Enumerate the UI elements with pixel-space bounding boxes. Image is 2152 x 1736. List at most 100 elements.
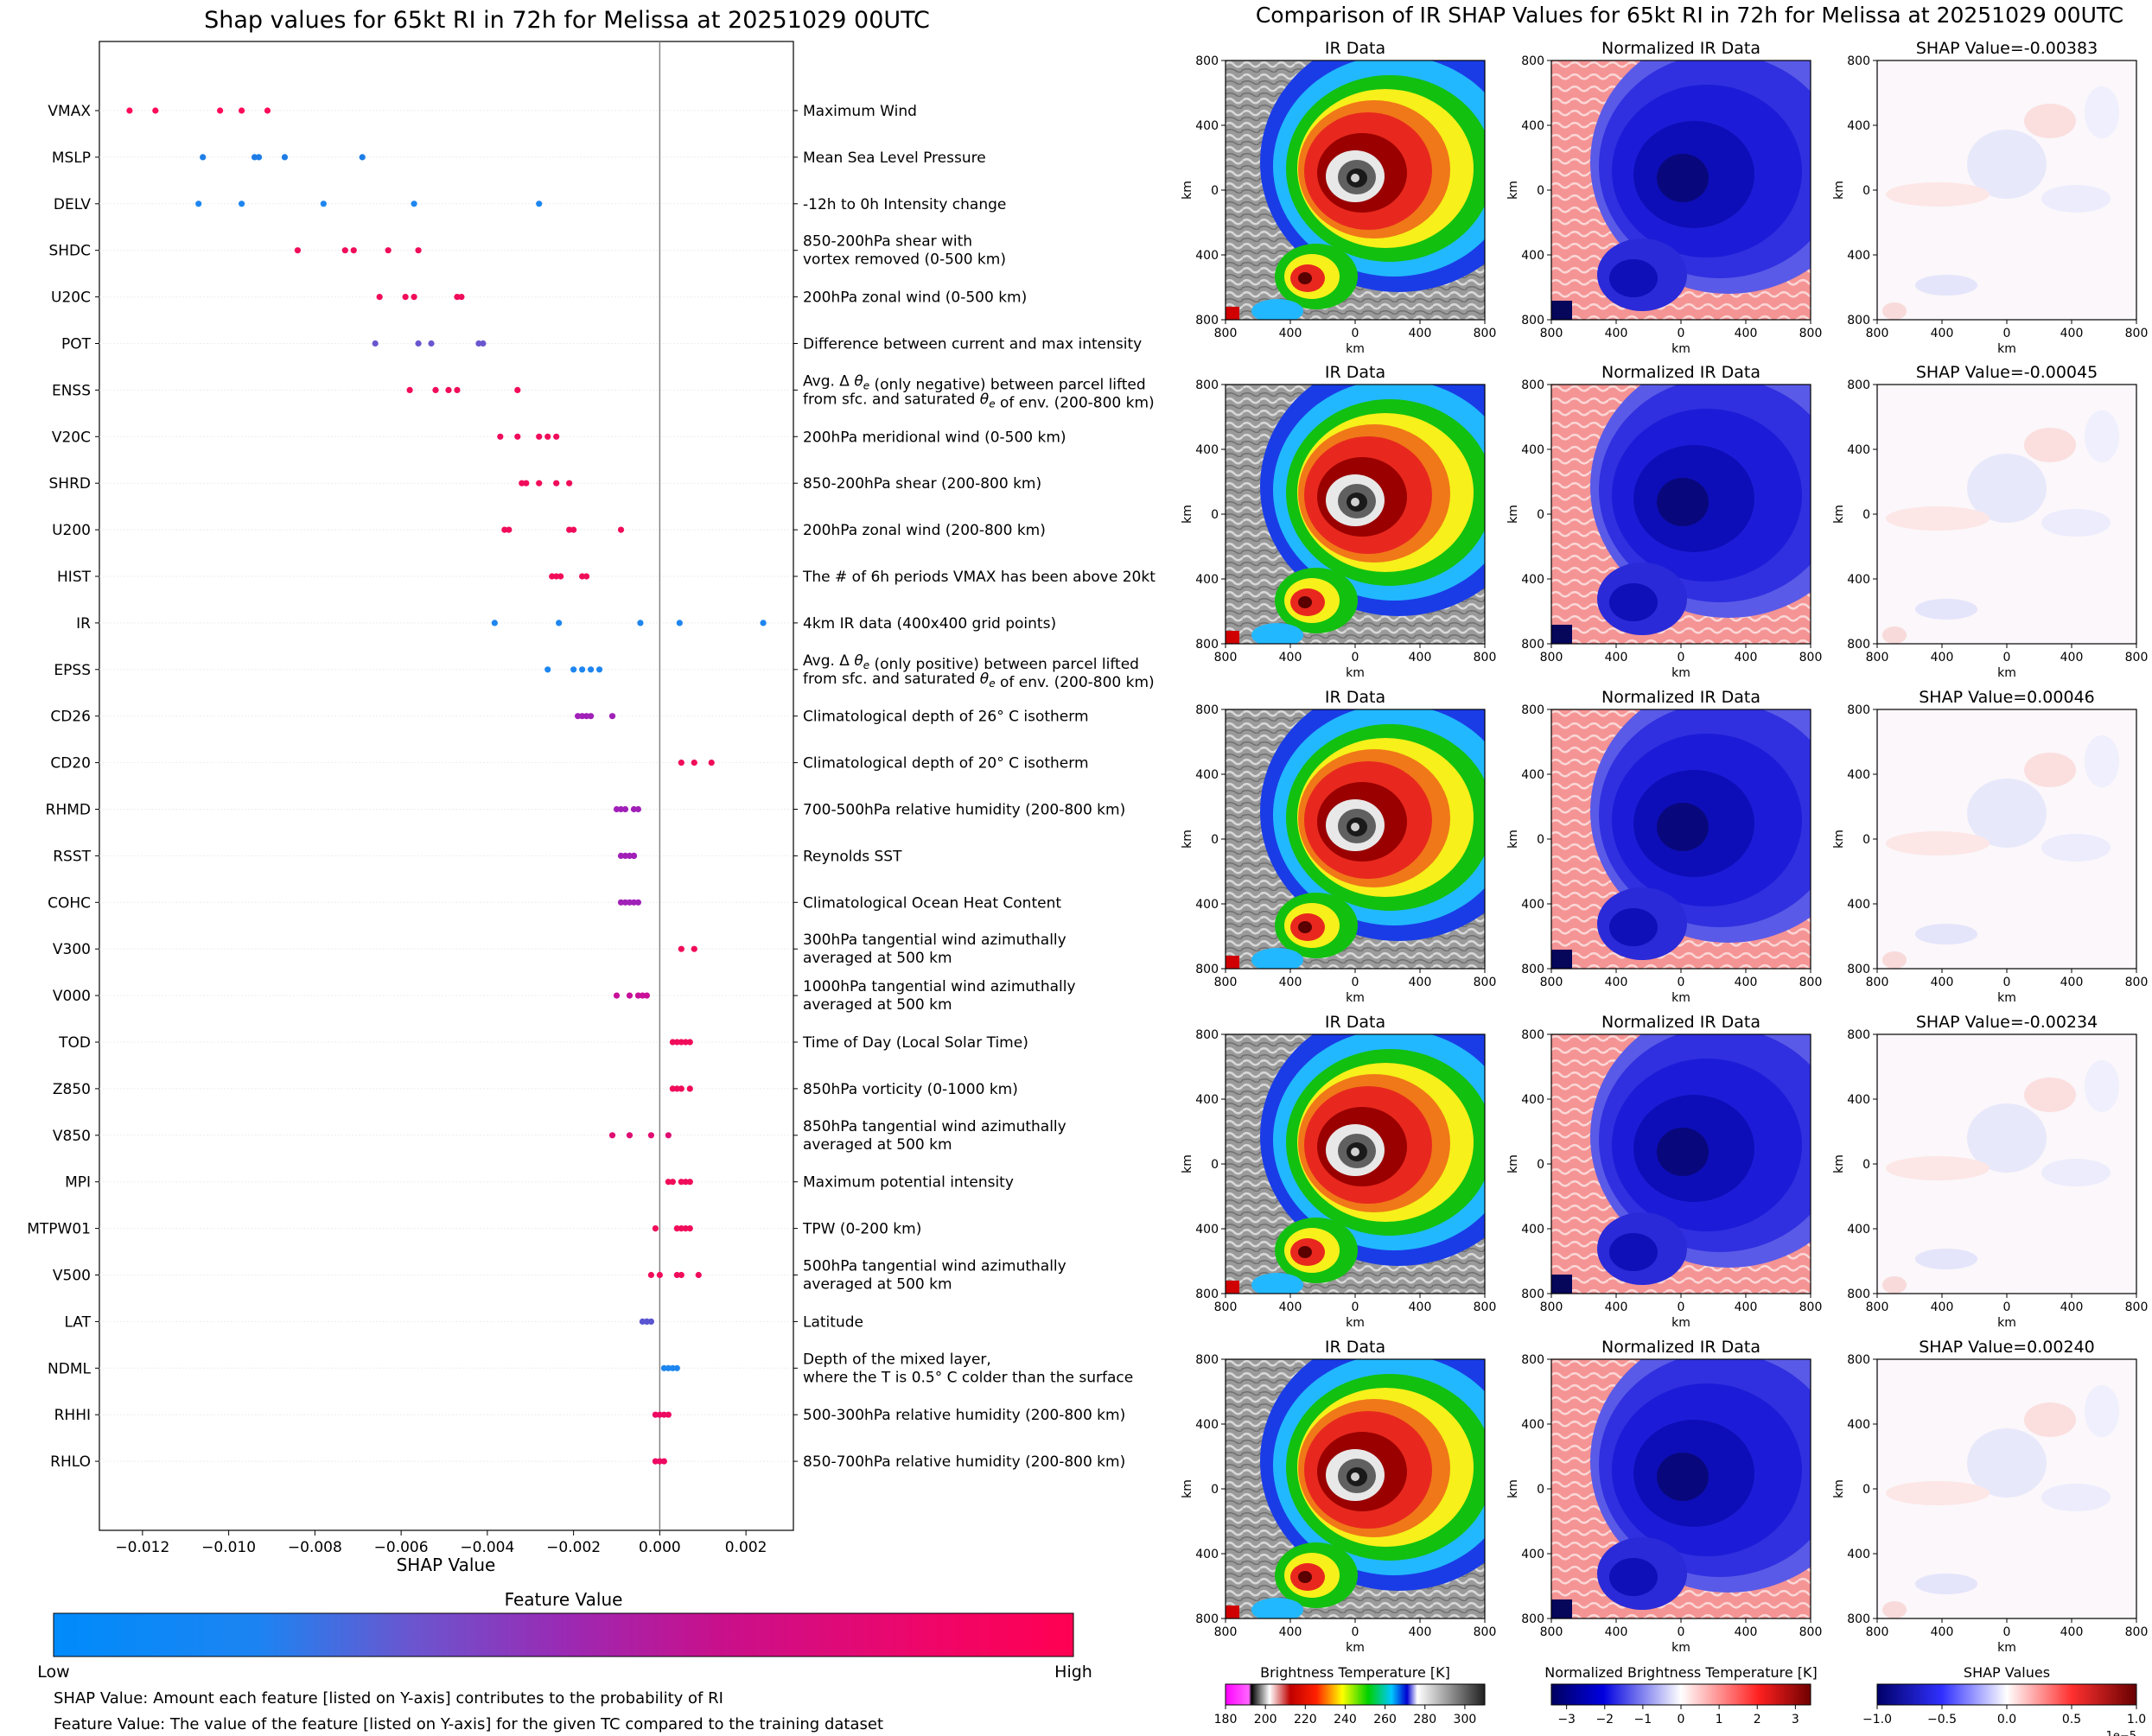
- feature-description-line: -12h to 0h Intensity change: [803, 196, 1006, 213]
- feature-description-line: 850hPa vorticity (0-1000 km): [803, 1081, 1018, 1098]
- data-point: [652, 1458, 659, 1465]
- data-point: [673, 1085, 680, 1092]
- data-point: [415, 340, 422, 347]
- feature-points: [665, 1179, 693, 1186]
- x-tick-label: −0.012: [115, 1539, 169, 1556]
- data-point: [678, 1039, 684, 1046]
- y-tick-label: 800: [1195, 314, 1219, 327]
- x-axis-label: km: [1346, 342, 1365, 356]
- y-tick-label: 0: [1862, 833, 1870, 847]
- y-axis-label: km: [1832, 505, 1846, 524]
- feature-description: 200hPa zonal wind (200-800 km): [803, 522, 1046, 539]
- y-tick-label: 800: [1521, 963, 1544, 976]
- x-tick-label: −0.002: [546, 1539, 601, 1556]
- panel-title: Normalized IR Data: [1601, 1013, 1760, 1032]
- shap-map: [1877, 385, 2136, 644]
- data-point: [549, 573, 556, 580]
- x-tick-label: 0: [1678, 651, 1685, 665]
- y-tick-label: 800: [1847, 703, 1870, 717]
- y-tick-label: 400: [1847, 573, 1870, 587]
- data-point: [691, 760, 697, 766]
- feature-points: [575, 713, 616, 720]
- data-point: [634, 899, 642, 906]
- data-point: [514, 433, 521, 440]
- x-tick-label: 800: [1474, 976, 1497, 989]
- shap-map: [1877, 60, 2136, 320]
- desc-text: (only negative) between parcel lifted: [869, 376, 1146, 393]
- y-tick-label: 0: [1862, 1158, 1870, 1172]
- feature-description: 200hPa zonal wind (0-500 km): [803, 289, 1027, 307]
- comparison-title: Comparison of IR SHAP Values for 65kt RI…: [1256, 3, 2123, 28]
- normalized-ir-map: [1551, 1005, 1867, 1294]
- x-tick-label: 800: [1866, 976, 1889, 989]
- x-tick-label: 800: [2125, 976, 2149, 989]
- x-tick-label: 400: [2060, 1625, 2084, 1639]
- x-tick-label: 400: [1931, 1300, 1954, 1314]
- feature-description: Maximum potential intensity: [803, 1174, 1014, 1192]
- x-tick-label: 800: [2125, 651, 2149, 665]
- data-point: [514, 386, 521, 393]
- data-point: [238, 200, 245, 207]
- data-point: [660, 1364, 667, 1371]
- data-point: [695, 1271, 702, 1279]
- data-point: [617, 852, 625, 860]
- desc-text: Avg. Δ: [803, 652, 854, 670]
- data-point: [595, 666, 603, 673]
- feature-code-label: SHRD: [49, 475, 91, 493]
- data-point: [652, 1411, 659, 1418]
- feature-points: [491, 620, 767, 626]
- data-point: [480, 340, 487, 347]
- data-point: [350, 247, 357, 254]
- x-tick-label: 0: [2003, 327, 2011, 340]
- x-tick-label: 800: [1799, 327, 1823, 340]
- x-tick-label: 800: [1214, 1625, 1238, 1639]
- x-tick-label: 400: [1409, 651, 1432, 665]
- y-tick-label: 800: [1195, 963, 1219, 976]
- feature-description: Avg. Δ θe (only negative) between parcel…: [803, 372, 1155, 411]
- x-axis-label: km: [1346, 1316, 1365, 1330]
- legend-title: Feature Value: [505, 1589, 623, 1610]
- feature-description: The # of 6h periods VMAX has been above …: [802, 569, 1156, 586]
- shap-value-title: SHAP Value=0.00240: [1919, 1338, 2095, 1357]
- y-tick-label: 400: [1847, 898, 1870, 912]
- chart-title: Shap values for 65kt RI in 72h for Melis…: [204, 7, 930, 34]
- data-point: [626, 852, 634, 860]
- colorbar-tick-label: −1.0: [1862, 1713, 1892, 1726]
- y-tick-label: 800: [1521, 1612, 1544, 1626]
- feature-description-line: vortex removed (0-500 km): [803, 251, 1006, 269]
- feature-description: Climatological Ocean Heat Content: [803, 894, 1061, 912]
- theta-subscript: e: [989, 397, 995, 410]
- colorbar-gradient: [1876, 1683, 2137, 1706]
- colorbar-tick-label: 0.5: [2062, 1713, 2081, 1726]
- data-point: [454, 386, 461, 393]
- data-point: [630, 899, 638, 906]
- x-tick-label: 400: [1409, 327, 1432, 340]
- feature-description-line: 850-200hPa shear with: [803, 233, 972, 251]
- y-tick-label: 400: [1847, 1093, 1870, 1107]
- map-panel: Normalized IR Data8008004004000040040080…: [1506, 680, 1867, 1005]
- feature-description: Reynolds SST: [803, 848, 902, 865]
- map-panel: Normalized IR Data8008004004000040040080…: [1506, 355, 1867, 680]
- x-tick-label: 400: [1409, 1300, 1432, 1314]
- x-axis-label: km: [1671, 342, 1690, 356]
- data-point: [497, 433, 504, 440]
- theta-symbol: θ: [980, 671, 990, 688]
- feature-code-label: V20C: [52, 429, 91, 446]
- y-tick-label: 400: [1195, 1418, 1219, 1432]
- legend-note-shap: SHAP Value: Amount each feature [listed …: [54, 1689, 723, 1707]
- map-panel: SHAP Value=0.000468008004004000040040080…: [1832, 688, 2148, 1005]
- data-point: [686, 1039, 693, 1046]
- colorbar-scale-note: 1e−5: [2106, 1730, 2136, 1736]
- colorbar: Brightness Temperature [K] 180 200 220 240 26…: [1214, 1664, 1486, 1726]
- x-tick-label: 400: [1279, 976, 1302, 989]
- y-tick-label: 400: [1521, 1418, 1544, 1432]
- y-tick-label: 0: [1211, 1158, 1219, 1172]
- x-tick-label: 400: [1735, 327, 1758, 340]
- feature-code-label: Z850: [53, 1081, 91, 1098]
- y-tick-label: 400: [1195, 768, 1219, 782]
- x-tick-label: 400: [1279, 1300, 1302, 1314]
- x-tick-label: 400: [1279, 327, 1302, 340]
- y-axis-label: km: [1832, 830, 1846, 849]
- y-tick-label: 800: [1195, 1288, 1219, 1301]
- map-panel: Normalized IR Data8008004004000040040080…: [1506, 1330, 1867, 1655]
